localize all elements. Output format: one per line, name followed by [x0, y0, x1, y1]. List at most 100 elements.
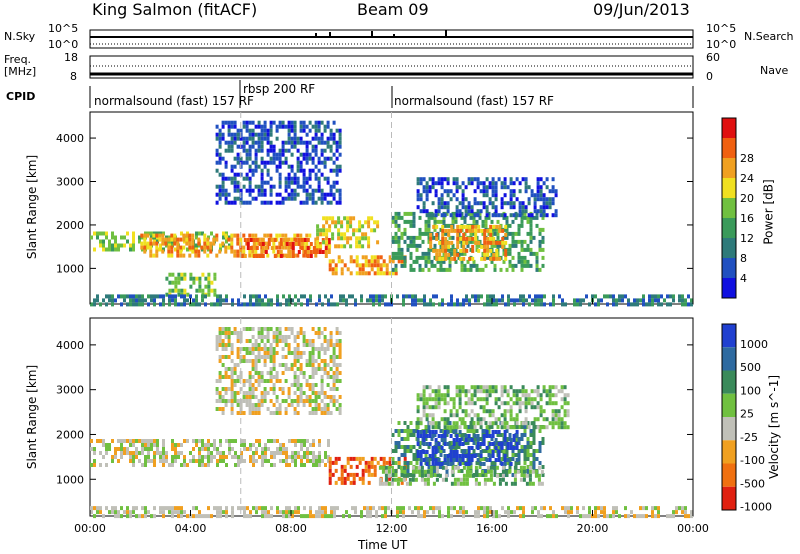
- data-cell: [526, 231, 530, 236]
- data-cell: [287, 343, 291, 347]
- data-cell: [270, 246, 274, 250]
- data-cell: [221, 120, 225, 125]
- data-cell: [290, 176, 294, 181]
- data-cell: [488, 385, 492, 390]
- data-cell: [254, 355, 258, 359]
- data-cell: [227, 355, 231, 359]
- data-cell: [476, 385, 480, 390]
- data-cell: [542, 417, 546, 422]
- data-cell: [311, 160, 315, 165]
- data-cell: [99, 302, 102, 307]
- data-cell: [560, 405, 564, 410]
- data-cell: [213, 288, 217, 293]
- data-cell: [528, 294, 531, 299]
- data-cell: [314, 144, 318, 149]
- data-cell: [352, 228, 356, 233]
- data-cell: [135, 302, 138, 307]
- data-cell: [541, 437, 545, 441]
- data-cell: [479, 462, 483, 466]
- data-cell: [402, 465, 406, 470]
- data-cell: [533, 193, 537, 198]
- data-cell: [534, 469, 538, 474]
- data-cell: [391, 219, 395, 224]
- data-cell: [391, 239, 395, 244]
- data-cell: [338, 363, 342, 367]
- data-cell: [443, 409, 447, 414]
- data-cell: [455, 181, 459, 186]
- data-cell: [477, 240, 481, 245]
- data-cell: [219, 302, 222, 307]
- data-cell: [455, 450, 459, 454]
- data-cell: [248, 327, 252, 331]
- data-cell: [275, 164, 279, 169]
- data-cell: [418, 473, 422, 477]
- data-cell: [471, 294, 474, 299]
- data-cell: [249, 443, 252, 447]
- data-cell: [221, 355, 225, 359]
- data-cell: [114, 243, 117, 248]
- data-cell: [452, 401, 456, 406]
- data-cell: [445, 223, 449, 228]
- data-cell: [400, 215, 404, 220]
- data-cell: [491, 201, 495, 206]
- data-cell: [582, 298, 585, 303]
- data-cell: [249, 459, 252, 463]
- data-cell: [320, 136, 324, 141]
- data-cell: [171, 439, 174, 443]
- data-cell: [132, 510, 135, 515]
- data-cell: [284, 188, 288, 193]
- data-cell: [405, 294, 408, 299]
- data-cell: [491, 430, 495, 434]
- data-cell: [326, 375, 330, 379]
- data-cell: [473, 197, 477, 202]
- data-cell: [427, 267, 431, 272]
- data-cell: [282, 443, 285, 447]
- data-cell: [543, 294, 546, 299]
- data-cell: [421, 239, 425, 244]
- data-cell: [388, 271, 392, 276]
- data-cell: [99, 439, 102, 443]
- data-cell: [434, 181, 438, 186]
- data-cell: [361, 255, 365, 260]
- data-cell: [311, 156, 315, 161]
- data-cell: [439, 267, 443, 272]
- data-cell: [484, 263, 488, 268]
- data-cell: [474, 465, 478, 470]
- data-cell: [338, 403, 342, 407]
- data-cell: [281, 371, 285, 375]
- data-cell: [488, 409, 492, 414]
- data-cell: [366, 514, 369, 519]
- data-cell: [293, 136, 297, 141]
- data-cell: [447, 506, 450, 511]
- data-cell: [329, 132, 333, 137]
- data-cell: [403, 469, 407, 473]
- data-cell: [449, 189, 453, 194]
- data-cell: [403, 456, 407, 461]
- data-cell: [505, 473, 509, 477]
- data-cell: [168, 288, 172, 293]
- data-cell: [403, 421, 407, 425]
- data-cell: [215, 379, 219, 383]
- data-cell: [335, 371, 339, 375]
- data-cell: [435, 248, 439, 253]
- data-cell: [324, 246, 328, 250]
- data-cell: [329, 192, 333, 197]
- data-cell: [501, 465, 505, 470]
- data-cell: [367, 240, 371, 245]
- data-cell: [343, 263, 347, 268]
- data-cell: [542, 425, 546, 430]
- data-cell: [450, 224, 454, 229]
- data-cell: [463, 267, 467, 272]
- data-cell: [464, 438, 468, 442]
- data-cell: [558, 294, 561, 299]
- data-cell: [527, 393, 531, 398]
- nsearch-tick-top: 10^5: [706, 22, 737, 35]
- data-cell: [126, 506, 129, 511]
- data-cell: [162, 514, 165, 519]
- data-cell: [302, 180, 306, 185]
- data-cell: [284, 233, 288, 238]
- data-cell: [312, 455, 315, 459]
- data-cell: [436, 219, 440, 224]
- data-cell: [311, 375, 315, 379]
- data-cell: [266, 379, 270, 383]
